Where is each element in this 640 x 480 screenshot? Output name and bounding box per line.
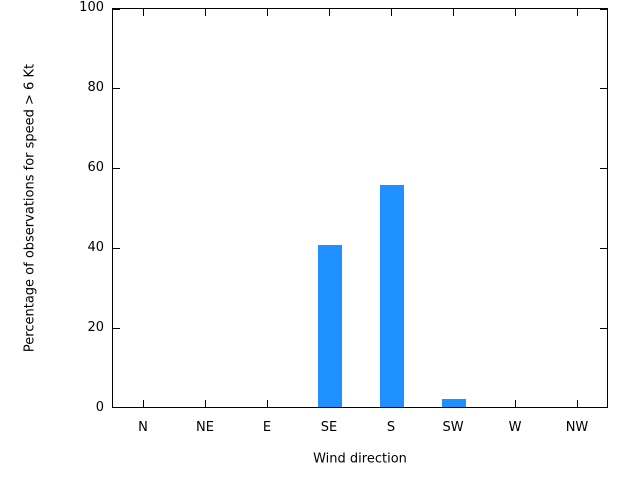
y-tick-label: 40 xyxy=(87,240,104,255)
x-tick-mark-top xyxy=(577,9,578,16)
y-tick-label: 0 xyxy=(95,400,104,415)
y-tick-mark-left xyxy=(113,407,120,408)
y-axis-title: Percentage of observations for speed > 6… xyxy=(22,63,38,353)
x-tick-mark-bottom xyxy=(515,400,516,407)
x-tick-mark-top xyxy=(391,9,392,16)
x-axis-title: Wind direction xyxy=(313,451,407,467)
x-tick-mark-bottom xyxy=(577,400,578,407)
y-tick-mark-left xyxy=(113,88,120,89)
y-tick-mark-left xyxy=(113,328,120,329)
y-tick-mark-right xyxy=(600,88,607,89)
x-tick-label: NW xyxy=(565,420,589,435)
x-tick-mark-bottom xyxy=(205,400,206,407)
bar xyxy=(380,185,404,407)
x-tick-mark-top xyxy=(329,9,330,16)
bar xyxy=(318,245,342,407)
x-tick-mark-top xyxy=(205,9,206,16)
y-tick-mark-left xyxy=(113,248,120,249)
x-tick-label: E xyxy=(262,420,272,435)
y-tick-mark-right xyxy=(600,328,607,329)
y-tick-mark-left xyxy=(113,9,120,10)
x-tick-mark-top xyxy=(453,9,454,16)
y-tick-label: 80 xyxy=(87,80,104,95)
y-tick-mark-left xyxy=(113,168,120,169)
x-tick-mark-bottom xyxy=(143,400,144,407)
y-tick-mark-right xyxy=(600,168,607,169)
bar xyxy=(442,399,466,407)
y-tick-label: 100 xyxy=(79,0,104,15)
x-tick-label: S xyxy=(386,420,396,435)
x-tick-label: N xyxy=(138,420,148,435)
x-tick-mark-top xyxy=(143,9,144,16)
y-tick-label: 20 xyxy=(87,320,104,335)
x-tick-label: W xyxy=(508,420,522,435)
y-tick-mark-right xyxy=(600,407,607,408)
x-tick-mark-bottom xyxy=(267,400,268,407)
x-tick-mark-top xyxy=(515,9,516,16)
y-tick-label: 60 xyxy=(87,160,104,175)
plot-area xyxy=(112,8,608,408)
y-tick-mark-right xyxy=(600,9,607,10)
x-tick-mark-top xyxy=(267,9,268,16)
x-tick-label: NE xyxy=(196,420,214,435)
x-tick-label: SW xyxy=(442,420,464,435)
x-tick-label: SE xyxy=(320,420,338,435)
y-tick-mark-right xyxy=(600,248,607,249)
